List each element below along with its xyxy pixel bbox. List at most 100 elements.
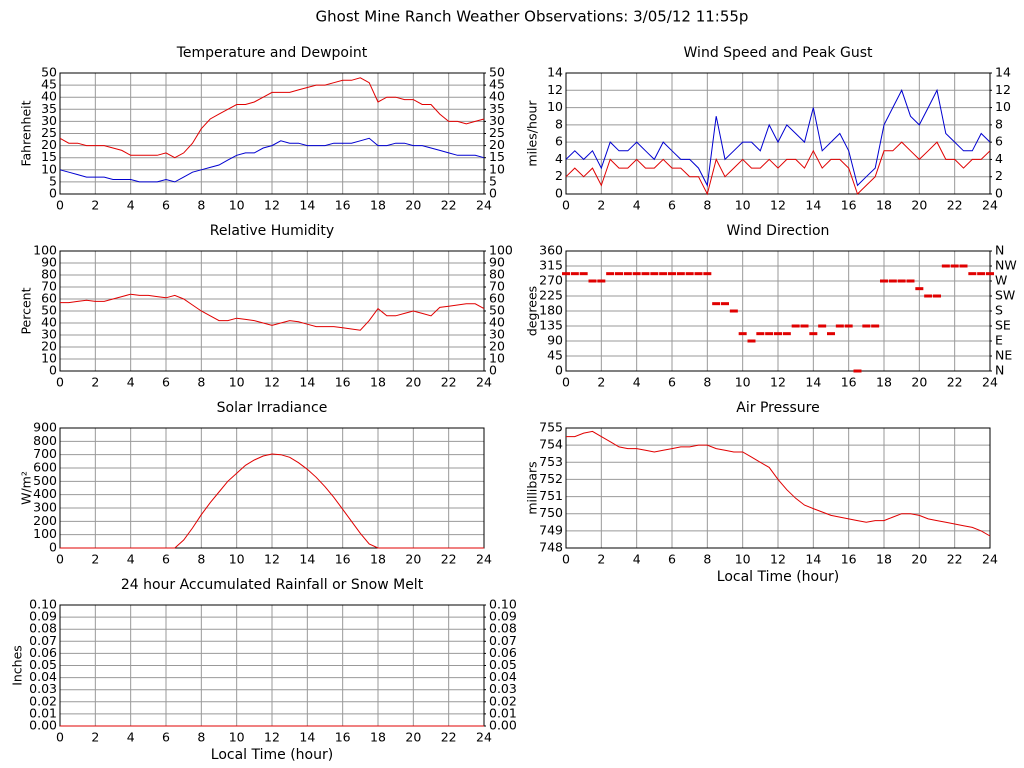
y-tick-label: 100 [33, 526, 57, 541]
x-tick-label: 22 [441, 198, 457, 213]
y-tick-label: 12 [547, 82, 563, 97]
y-tick-label: 0.03 [29, 681, 57, 696]
y2-tick-label: 25 [489, 125, 505, 140]
x-tick-label: 8 [197, 198, 205, 213]
y-axis-label: miles/hour [525, 100, 540, 167]
point [835, 324, 844, 328]
point [915, 287, 924, 291]
y-tick-label: 70 [41, 279, 57, 294]
point [959, 264, 968, 268]
y-tick-label: 45 [547, 348, 563, 363]
x-tick-label: 20 [405, 198, 421, 213]
x-tick-label: 18 [876, 198, 892, 213]
plot-frame [565, 427, 991, 549]
y-tick-label: 754 [539, 437, 563, 452]
x-tick-label: 4 [633, 552, 641, 567]
y-tick-label: 749 [539, 522, 563, 537]
x-tick-label: 8 [197, 375, 205, 390]
x-tick-label: 22 [441, 730, 457, 745]
y-tick-label: 14 [547, 65, 563, 80]
plot-frame [565, 72, 991, 195]
x-tick-label: 4 [127, 730, 135, 745]
point [694, 272, 703, 276]
point [579, 272, 588, 276]
point [562, 272, 570, 276]
x-tick-label: 2 [91, 198, 99, 213]
y-tick-label: 80 [41, 267, 57, 282]
panel-title: Temperature and Dewpoint [176, 45, 368, 61]
x-tick-label: 14 [299, 552, 315, 567]
x-tick-label: 6 [668, 198, 676, 213]
page-title: Ghost Mine Ranch Weather Observations: 3… [316, 8, 749, 26]
y2-tick-label: 0 [995, 186, 1003, 201]
y2-tick-label: 0.04 [489, 669, 517, 684]
point [871, 324, 880, 328]
y-tick-label: 10 [547, 99, 563, 114]
panel-title: Solar Irradiance [217, 400, 328, 416]
y-axis-label: degrees [525, 286, 540, 336]
y2-tick-label: 14 [995, 65, 1011, 80]
y2-tick-label: 6 [995, 134, 1003, 149]
y2-tick-label: 50 [489, 65, 505, 80]
x-tick-label: 12 [264, 198, 280, 213]
y2-tick-label: 40 [489, 89, 505, 104]
x-tick-label: 24 [476, 198, 492, 213]
y2-tick-label: 80 [489, 267, 505, 282]
y-tick-label: 200 [33, 513, 57, 528]
x-tick-label: 24 [982, 375, 998, 390]
x-tick-label: 14 [299, 375, 315, 390]
x-tick-label: 4 [127, 552, 135, 567]
point [747, 339, 756, 343]
y2-tick-label: 0.03 [489, 681, 517, 696]
y2-tick-label: 0.07 [489, 633, 517, 648]
y-tick-label: 0 [49, 363, 57, 378]
x-tick-label: 8 [703, 198, 711, 213]
point [986, 272, 994, 276]
x-tick-label: 12 [264, 552, 280, 567]
y2-tick-label: 0.00 [489, 718, 517, 733]
y2-tick-label: 0.06 [489, 645, 517, 660]
y-tick-label: 0.06 [29, 645, 57, 660]
y-axis-label: Fahrenheit [19, 100, 34, 166]
y2-tick-label: 0 [489, 186, 497, 201]
plot-frame [565, 250, 991, 372]
x-tick-label: 16 [841, 375, 857, 390]
y-tick-label: 180 [539, 303, 563, 318]
series-line [59, 77, 485, 159]
y2-tick-label: 0.02 [489, 693, 517, 708]
point [756, 332, 765, 336]
x-tick-label: 14 [299, 198, 315, 213]
x-tick-label: 10 [735, 375, 751, 390]
y2-tick-label: 70 [489, 279, 505, 294]
x-tick-label: 6 [162, 198, 170, 213]
y-tick-label: 60 [41, 291, 57, 306]
y-axis-label: millibars [525, 461, 540, 514]
x-axis-label: Local Time (hour) [211, 747, 333, 763]
x-tick-label: 18 [876, 375, 892, 390]
y-tick-label: 0.02 [29, 693, 57, 708]
y-tick-label: 225 [539, 288, 563, 303]
y-tick-label: 0.10 [29, 597, 57, 612]
x-tick-label: 18 [370, 375, 386, 390]
y2-tick-label: 45 [489, 77, 505, 92]
point [615, 272, 623, 276]
x-tick-label: 0 [56, 198, 64, 213]
x-tick-label: 0 [562, 198, 570, 213]
y-tick-label: 5 [49, 173, 57, 188]
point [676, 272, 685, 276]
point [738, 332, 747, 336]
point [606, 272, 615, 276]
x-tick-label: 24 [476, 375, 492, 390]
x-tick-label: 20 [911, 375, 927, 390]
point [844, 324, 853, 328]
x-tick-label: 24 [982, 552, 998, 567]
y-tick-label: 25 [41, 125, 57, 140]
y-tick-label: 0.01 [29, 705, 57, 720]
series-line [566, 430, 991, 537]
x-tick-label: 2 [91, 552, 99, 567]
y-tick-label: 0 [555, 186, 563, 201]
